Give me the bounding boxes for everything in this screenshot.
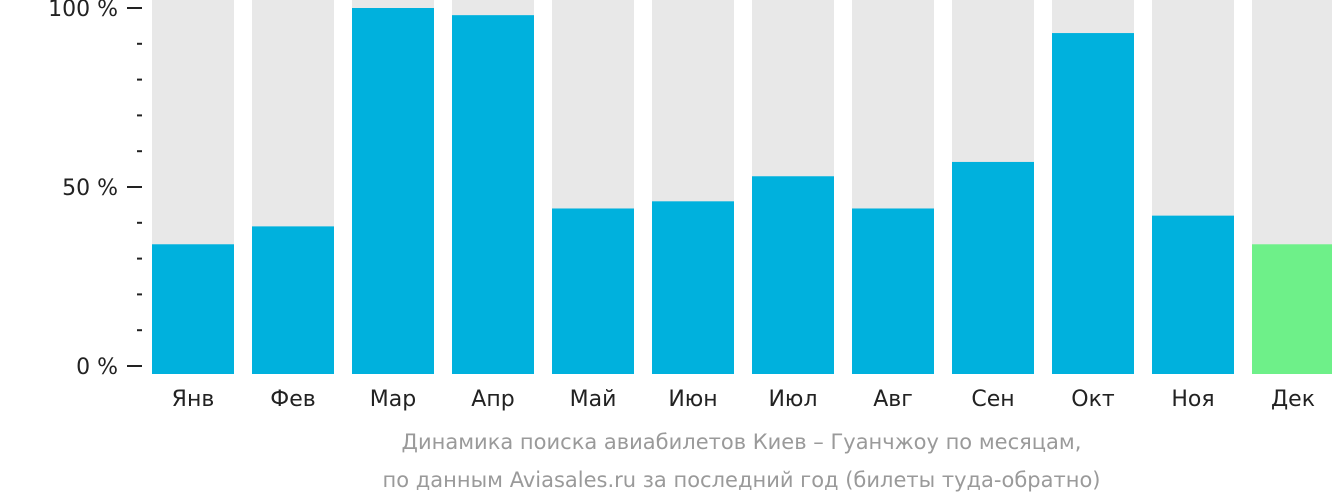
y-tick-label: 0 % xyxy=(76,355,118,380)
bar-3 xyxy=(352,8,434,374)
x-tick-label: Дек xyxy=(1271,387,1315,412)
y-axis: 0 % 50 % 100 % xyxy=(48,0,142,380)
x-tick-label: Сен xyxy=(971,387,1014,412)
bar-7 xyxy=(752,176,834,374)
x-tick-label: Окт xyxy=(1071,387,1115,412)
bar-2 xyxy=(252,226,334,374)
x-tick-label: Апр xyxy=(471,387,514,412)
x-tick-label: Май xyxy=(570,387,617,412)
x-tick-label: Июн xyxy=(668,387,717,412)
bar-12 xyxy=(1252,244,1332,374)
y-tick-label: 100 % xyxy=(48,0,118,22)
bar-9 xyxy=(952,161,1034,374)
bar-10 xyxy=(1052,33,1134,375)
caption-line-1: Динамика поиска авиабилетов Киев – Гуанч… xyxy=(401,430,1082,454)
x-axis-labels: Янв Фев Мар Апр Май Июн Июл Авг Сен Окт Ноя Дек xyxy=(172,387,1315,412)
bar-11 xyxy=(1152,215,1234,374)
y-tick-label: 50 % xyxy=(62,176,118,201)
bar-chart: 0 % 50 % 100 % Янв Фев Мар Апр Май Июн Июл Авг Сен… xyxy=(48,0,1332,412)
x-tick-label: Ноя xyxy=(1171,387,1214,412)
bar-8 xyxy=(852,208,934,374)
x-tick-label: Фев xyxy=(270,387,315,412)
bar-4 xyxy=(452,15,534,374)
x-tick-label: Июл xyxy=(768,387,817,412)
x-tick-label: Мар xyxy=(370,387,416,412)
bars-group xyxy=(152,0,1332,375)
caption-line-2: по данным Aviasales.ru за последний год … xyxy=(382,468,1101,492)
bar-5 xyxy=(552,208,634,374)
x-tick-label: Авг xyxy=(873,387,913,412)
bar-6 xyxy=(652,201,734,374)
bar-1 xyxy=(152,244,234,374)
x-tick-label: Янв xyxy=(172,387,215,412)
